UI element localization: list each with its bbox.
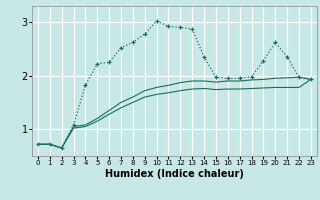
- X-axis label: Humidex (Indice chaleur): Humidex (Indice chaleur): [105, 169, 244, 179]
